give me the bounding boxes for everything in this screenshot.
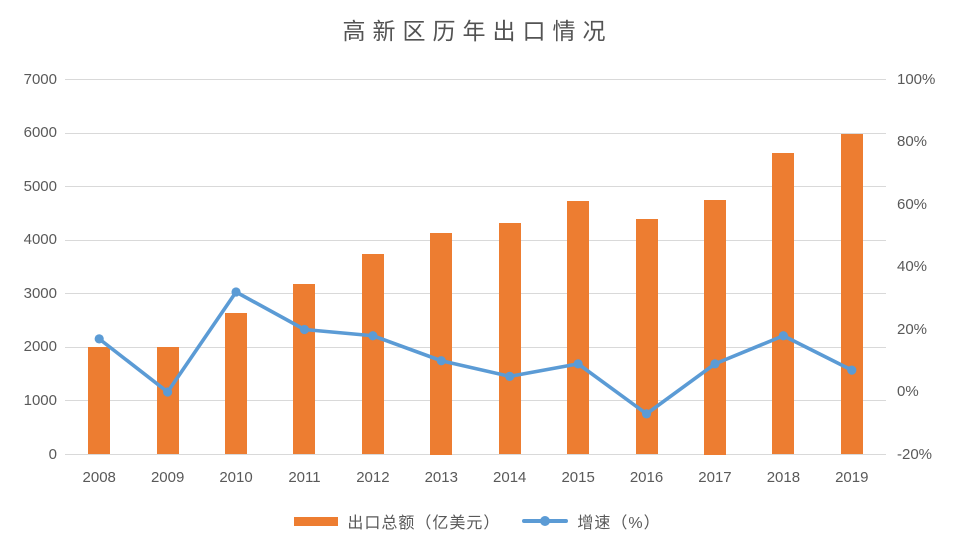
x-axis-label-2009: 2009 xyxy=(150,469,185,486)
right-axis-label: 60% xyxy=(897,195,928,213)
x-axis-label-2017: 2017 xyxy=(698,469,732,486)
bar-2014 xyxy=(498,222,521,455)
right-axis-label: 40% xyxy=(897,258,928,275)
x-axis-label-2013: 2013 xyxy=(424,469,458,486)
left-axis-label: 1000 xyxy=(23,391,57,409)
gridline-6000 xyxy=(65,132,886,134)
right-axis-label: 0% xyxy=(897,383,919,400)
legend-line-dot xyxy=(540,516,551,526)
gridline-0 xyxy=(65,454,886,455)
gridline-2000 xyxy=(65,346,886,348)
gridline-7000 xyxy=(65,79,886,80)
left-axis-label: 3000 xyxy=(23,284,57,302)
gridline-3000 xyxy=(65,293,886,295)
bar-2008 xyxy=(88,347,111,455)
growth-line xyxy=(97,290,854,416)
bar-2011 xyxy=(293,284,316,455)
legend: 出口总额（亿美元） 增速（%） xyxy=(0,509,955,533)
x-axis-label-2019: 2019 xyxy=(835,469,869,486)
growth-marker-2008 xyxy=(94,334,104,344)
x-axis-label-2015: 2015 xyxy=(561,469,595,486)
right-axis-label: 20% xyxy=(897,320,928,338)
bar-2016 xyxy=(635,219,658,455)
right-axis-label: 80% xyxy=(897,133,928,150)
legend-growth-label: 增速（%） xyxy=(577,515,661,532)
x-axis-label-2008: 2008 xyxy=(82,469,116,486)
x-axis-label-2014: 2014 xyxy=(493,469,527,486)
left-axis-label: 2000 xyxy=(23,338,57,356)
bar-2012 xyxy=(361,253,384,455)
bar-2013 xyxy=(430,233,453,455)
left-axis-label: 6000 xyxy=(23,124,57,142)
legend-bar-swatch-icon xyxy=(294,516,339,526)
left-axis-label: 7000 xyxy=(23,70,57,88)
growth-marker-2010 xyxy=(231,287,241,297)
left-axis-label: 4000 xyxy=(23,231,57,249)
bar-2017 xyxy=(703,199,726,455)
chart-title: 高新区历年出口情况 xyxy=(342,19,613,45)
left-axis-label: 5000 xyxy=(23,177,57,195)
x-axis-label-2012: 2012 xyxy=(356,469,390,486)
bar-2009 xyxy=(156,347,179,455)
right-axis-label: 100% xyxy=(897,70,936,88)
x-axis-label-2018: 2018 xyxy=(766,469,801,486)
legend-line-swatch-icon xyxy=(522,516,569,527)
bar-2018 xyxy=(772,153,795,455)
right-axis-label: -20% xyxy=(897,445,933,463)
bar-2010 xyxy=(225,313,248,455)
gridline-4000 xyxy=(65,239,886,241)
legend-item-exports: 出口总额（亿美元） xyxy=(294,509,500,533)
bar-2015 xyxy=(567,201,590,455)
x-axis-label-2011: 2011 xyxy=(288,469,321,486)
bar-2019 xyxy=(840,134,863,455)
legend-exports-label: 出口总额（亿美元） xyxy=(347,515,501,532)
legend-item-growth: 增速（%） xyxy=(522,509,660,533)
left-axis-label: 0 xyxy=(48,445,57,463)
x-axis-label-2010: 2010 xyxy=(219,469,253,486)
gridline-1000 xyxy=(65,400,886,402)
gridline-5000 xyxy=(65,186,886,188)
x-axis-label-2016: 2016 xyxy=(629,469,664,486)
